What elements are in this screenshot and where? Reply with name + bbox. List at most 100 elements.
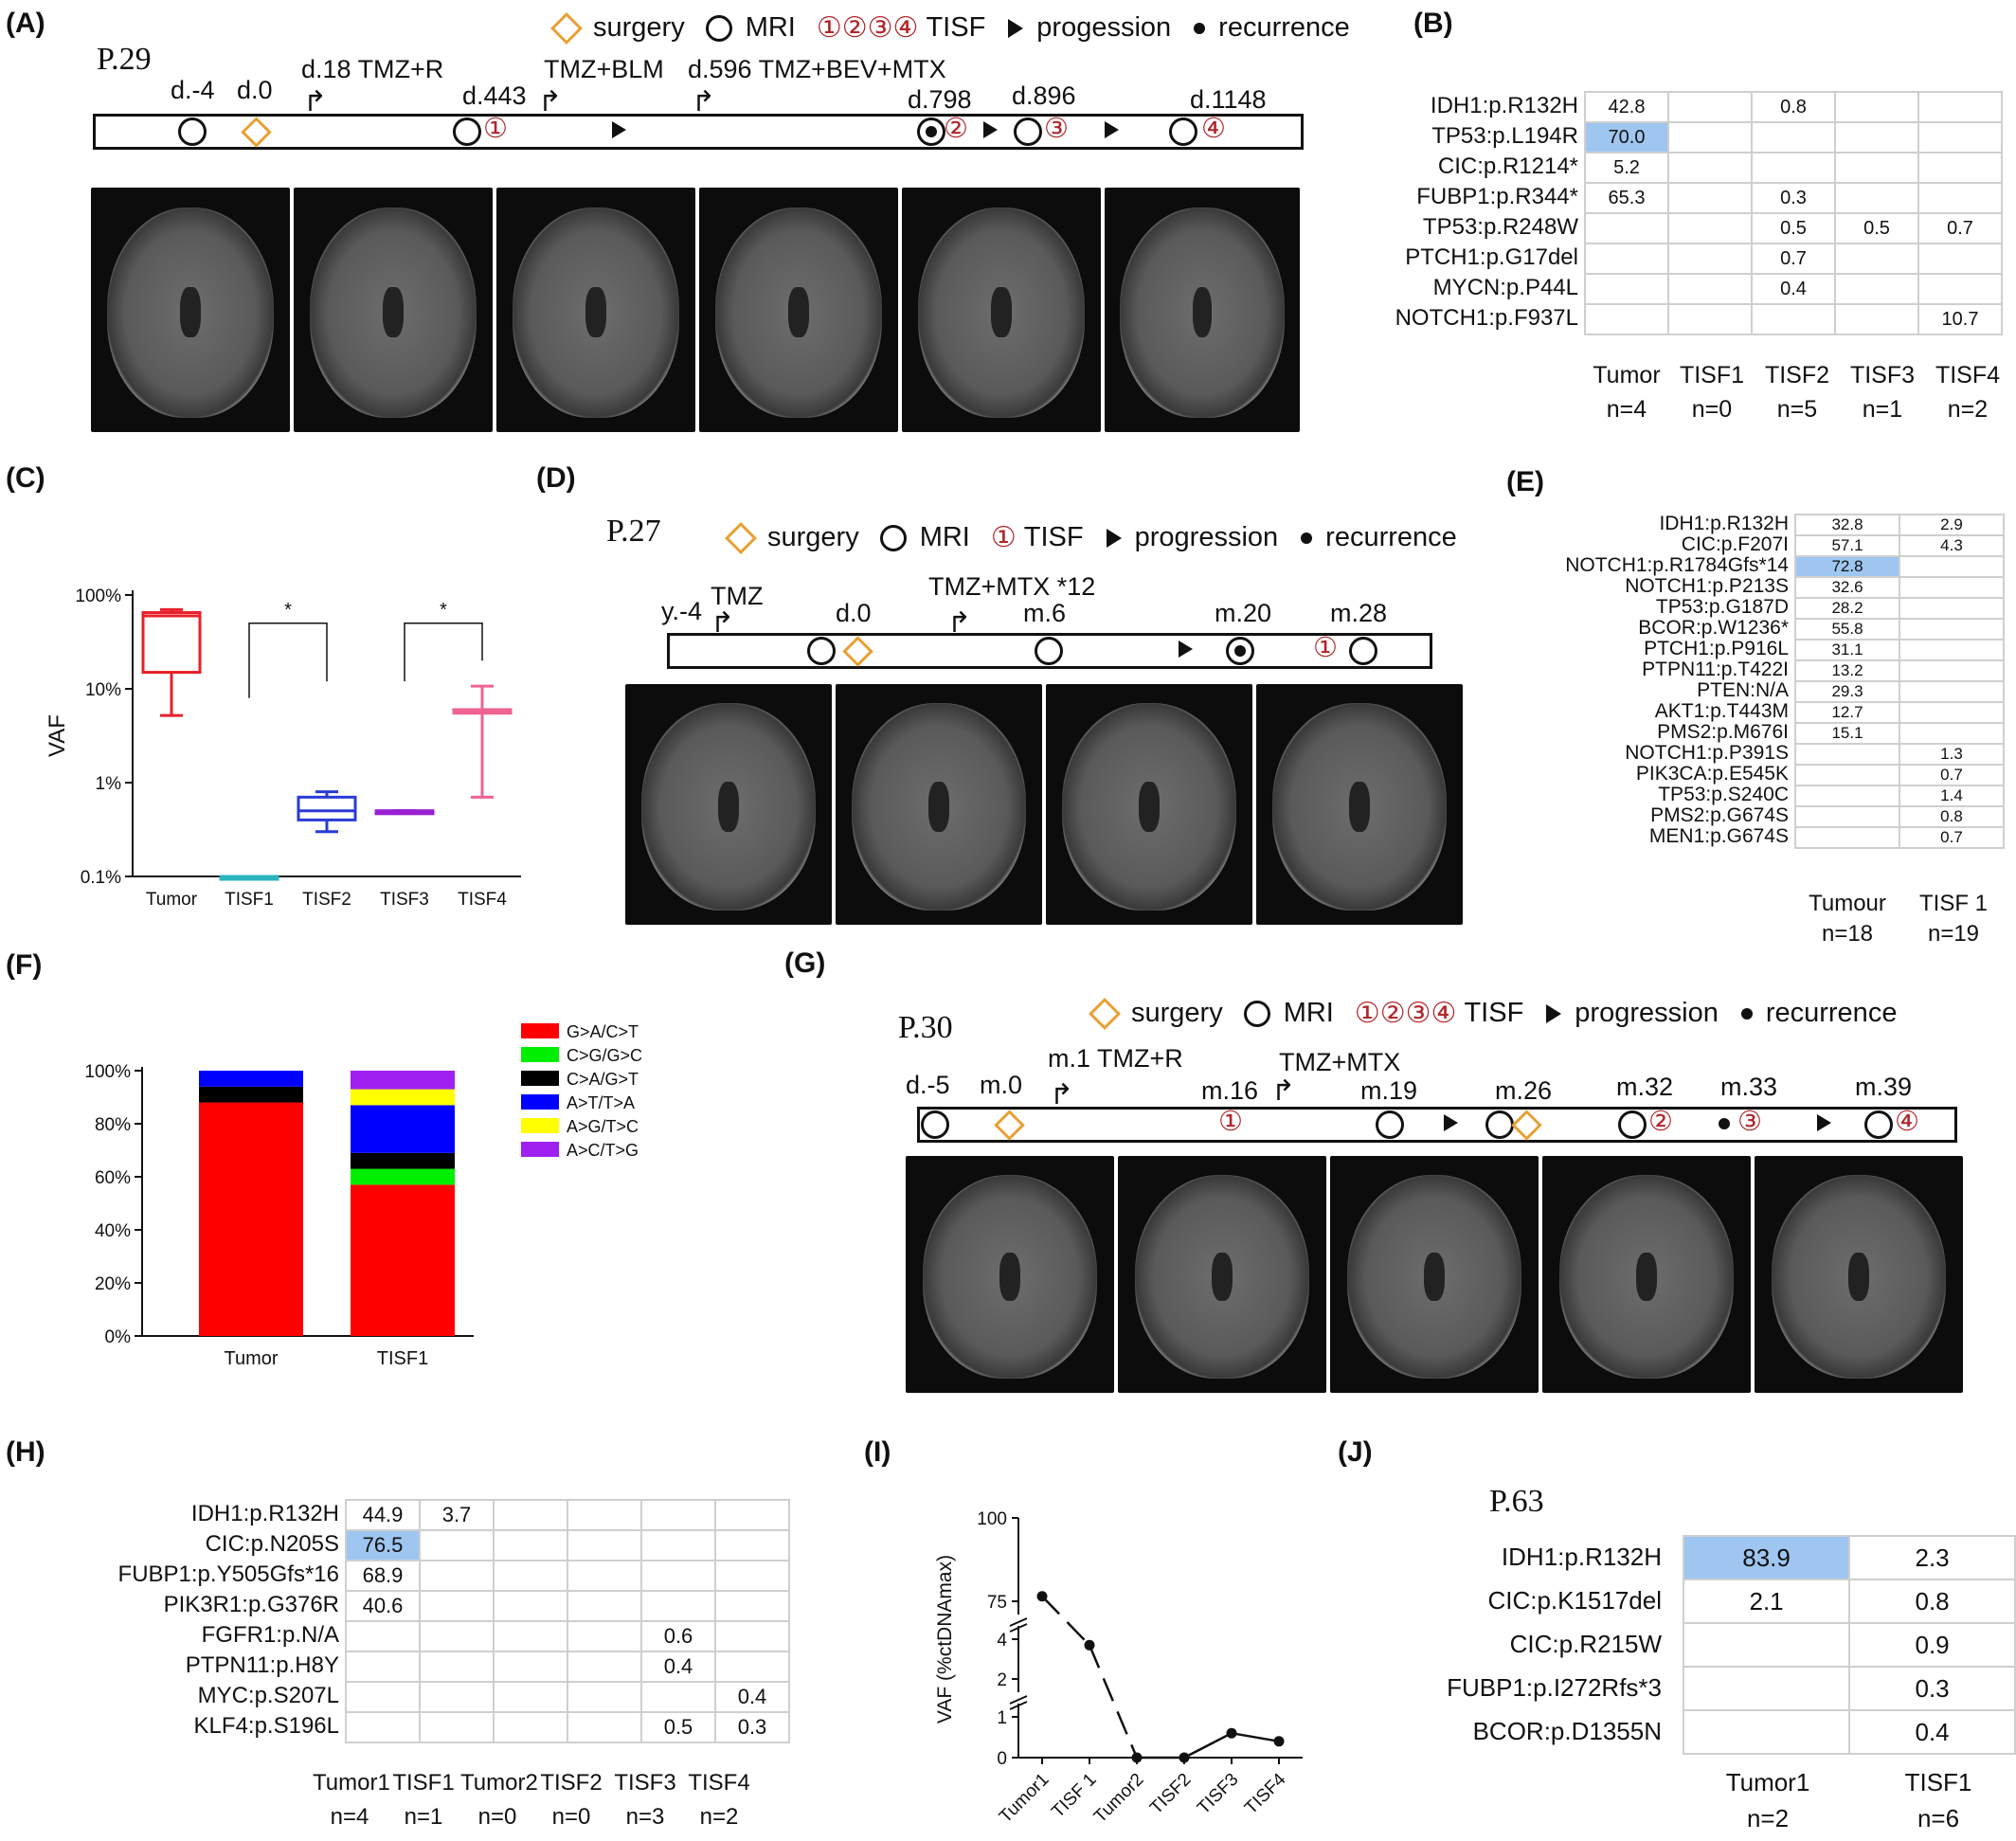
recurrence-dot-icon	[1194, 22, 1206, 34]
treatment-arrow-icon: ↱	[1050, 1079, 1074, 1110]
vaf-cell	[567, 1681, 642, 1713]
vaf-cell	[1899, 722, 2005, 745]
vaf-cell: 0.3	[1751, 182, 1836, 214]
vaf-cell: 1.3	[1899, 743, 2005, 766]
box	[297, 795, 357, 821]
vaf-cell: 68.9	[345, 1560, 421, 1592]
gene-label: FGFR1:p.N/A	[201, 1622, 339, 1648]
legend-recurrence: recurrence	[1218, 12, 1350, 43]
legend-mri: MRI	[1283, 998, 1334, 1028]
stacked-bar-segment	[351, 1105, 455, 1153]
mri-image	[906, 1156, 1114, 1393]
box	[141, 611, 202, 675]
legend-d: surgery MRI ① TISF progression recurrence	[724, 521, 1457, 554]
vaf-cell	[1917, 121, 2003, 153]
gene-label: CIC:p.F207I	[1681, 533, 1789, 555]
vaf-cell	[493, 1681, 568, 1713]
vaf-cell: 0.8	[1899, 805, 2005, 828]
vaf-cell: 0.7	[1917, 212, 2003, 244]
vaf-cell: 0.8	[1751, 91, 1836, 123]
gene-label: NOTCH1:p.P213S	[1625, 575, 1789, 597]
x-tick-label: TISF1	[377, 1348, 428, 1369]
tisf-marker: ④	[1201, 114, 1226, 144]
vaf-cell: 57.1	[1794, 534, 1900, 557]
mri-image	[902, 188, 1101, 432]
vaf-cell	[493, 1620, 568, 1652]
vaf-cell	[1794, 805, 1900, 828]
significance-star: *	[440, 600, 447, 621]
vaf-cell	[567, 1651, 642, 1683]
vaf-cell	[1667, 182, 1753, 214]
vaf-cell: 4.3	[1899, 534, 2005, 557]
vaf-cell	[419, 1560, 495, 1592]
mutation-spectrum-chart: 0% 20% 40% 60% 80% 100% Tumor TISF1 G>A/C>T C>G/G…	[84, 1022, 642, 1369]
vaf-cell: 28.2	[1794, 597, 1900, 620]
y-tick-label: 100%	[75, 587, 121, 606]
gene-label: AKT1:p.T443M	[1654, 700, 1789, 722]
recurrence-mri-marker	[917, 117, 945, 146]
vaf-cell: 55.8	[1794, 618, 1900, 641]
legend-label: C>G/G>C	[567, 1046, 642, 1065]
vaf-cell	[1834, 303, 1919, 335]
event-label: d.798	[908, 85, 972, 114]
x-tick-label: Tumor1	[996, 1770, 1053, 1828]
legend-surgery: surgery	[1131, 998, 1223, 1028]
vaf-cell: 83.9	[1682, 1535, 1851, 1580]
vaf-cell	[1584, 303, 1669, 335]
sample-label: TISF4	[688, 1770, 750, 1796]
sample-label: TISF1	[392, 1770, 455, 1796]
vaf-cell	[640, 1499, 716, 1531]
mri-image	[1542, 1156, 1751, 1393]
x-tick-label: TISF4	[1241, 1769, 1290, 1818]
vaf-cell	[493, 1560, 568, 1592]
panel-label-b: (B)	[1413, 8, 1453, 39]
vaf-cell	[1667, 273, 1753, 305]
stacked-bar-segment	[199, 1071, 303, 1087]
vaf-cell	[1584, 243, 1669, 275]
gene-label: PTCH1:p.G17del	[1405, 244, 1578, 270]
gene-label: IDH1:p.R132H	[1430, 93, 1578, 118]
sample-labels-h: Tumor1 TISF1 Tumor2 TISF2 TISF3 TISF4	[313, 1770, 756, 1796]
x-tick-label: Tumor	[146, 890, 198, 910]
legend-tisf: TISF	[1464, 998, 1524, 1028]
sample-label: n=0	[551, 1804, 591, 1830]
event-label: m.28	[1330, 599, 1388, 627]
vaf-cell: 0.8	[1848, 1579, 2016, 1624]
gene-label: PIK3R1:p.G376R	[163, 1592, 339, 1617]
vaf-cell	[1794, 785, 1900, 807]
vaf-cell	[1834, 273, 1919, 305]
vaf-cell	[567, 1590, 642, 1622]
legend-a: surgery MRI ①②③④ TISF progession recurren…	[549, 11, 1350, 45]
panel-label-e: (E)	[1506, 466, 1544, 497]
vaf-cell	[1917, 182, 2003, 214]
gene-label: CIC:p.K1517del	[1487, 1586, 1662, 1615]
significance-star: *	[284, 600, 292, 621]
treatment-arrow-icon: ↱	[947, 607, 972, 639]
mri-marker	[1014, 117, 1042, 146]
ct-image	[1330, 1156, 1539, 1393]
legend-label: A>G/T>C	[567, 1117, 639, 1136]
vaf-cell	[1899, 576, 2005, 599]
vaf-cell	[1899, 597, 2005, 620]
gene-label: FUBP1:p.Y505Gfs*16	[117, 1561, 339, 1587]
vaf-cell	[567, 1499, 642, 1531]
vaf-cell	[1667, 303, 1753, 335]
legend-label: A>C/T>G	[567, 1141, 639, 1160]
vaf-cell	[419, 1620, 495, 1652]
event-label: m.0	[980, 1071, 1023, 1099]
vaf-cell	[345, 1620, 421, 1652]
stacked-bar-segment	[351, 1152, 455, 1169]
vaf-cell: 32.6	[1794, 576, 1900, 599]
patient-title-d: P.27	[606, 514, 661, 549]
x-tick-label: TISF3	[380, 890, 429, 910]
y-tick-label: 75	[987, 1593, 1007, 1613]
gene-label: NOTCH1:p.P391S	[1625, 742, 1789, 764]
vaf-cell	[345, 1711, 421, 1743]
progression-triangle-icon	[1106, 528, 1122, 548]
x-tick-label: TISF3	[1194, 1770, 1242, 1818]
sample-label: TISF2	[1764, 362, 1830, 388]
vaf-cell: 0.3	[1848, 1666, 2016, 1711]
sample-label: n=2	[1947, 396, 1989, 423]
sample-label: n=2	[699, 1804, 739, 1830]
gene-label: MYCN:p.P44L	[1432, 275, 1578, 300]
